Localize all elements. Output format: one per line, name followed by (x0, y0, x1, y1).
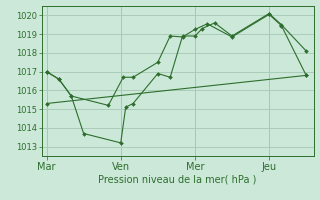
X-axis label: Pression niveau de la mer( hPa ): Pression niveau de la mer( hPa ) (99, 174, 257, 184)
